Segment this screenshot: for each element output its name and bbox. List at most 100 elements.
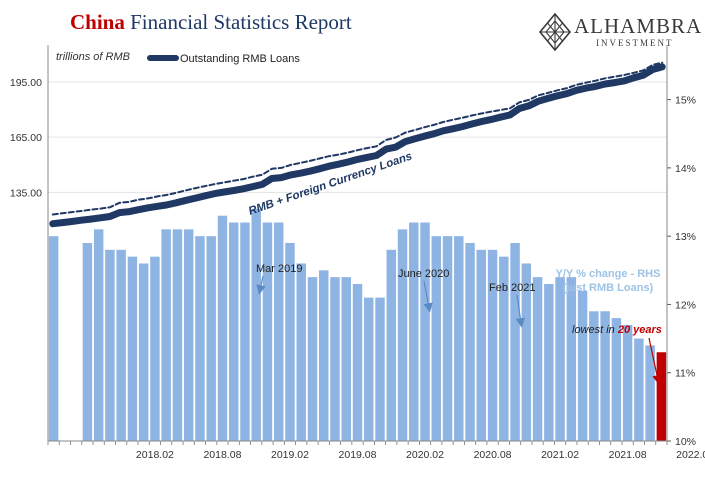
x-tick-label: 2019.08: [339, 449, 377, 461]
bar: [454, 236, 464, 441]
bar: [420, 222, 430, 441]
bar: [330, 277, 340, 441]
bar: [352, 283, 363, 441]
x-tick-label: 2020.08: [474, 449, 512, 461]
diamond-lattice-icon: [538, 12, 572, 52]
bar: [307, 277, 318, 441]
line-label-fx: RMB + Foreign Currency Loans: [247, 150, 414, 217]
bar-series: [48, 208, 667, 441]
x-tick-label: 2021.08: [609, 449, 647, 461]
bar: [251, 208, 261, 441]
right-tick-label: 13%: [675, 231, 696, 243]
left-tick-label: 195.00: [10, 77, 42, 89]
bar: [296, 263, 306, 441]
lowest-prefix: lowest in: [572, 324, 618, 336]
bar: [487, 249, 498, 441]
bar: [397, 229, 408, 441]
bar: [273, 222, 284, 441]
bar: [600, 311, 610, 441]
bar: [105, 249, 115, 441]
bar: [521, 263, 532, 441]
bar: [240, 222, 250, 441]
rmb-loans-line: [49, 63, 666, 228]
bar: [150, 256, 160, 441]
right-tick-label: 15%: [675, 95, 696, 107]
rhs-series-label-1: Y/Y % change - RHS: [556, 268, 661, 280]
gridlines: [48, 81, 667, 193]
bar: [285, 243, 295, 441]
right-tick-label: 12%: [675, 299, 696, 311]
annotation-june-2020: June 2020: [398, 268, 449, 280]
left-tick-label: 135.00: [10, 187, 42, 199]
bar: [634, 338, 644, 441]
bar: [555, 277, 565, 441]
bar: [375, 297, 385, 441]
bar: [48, 236, 59, 441]
x-tick-label: 2022.02: [676, 449, 705, 461]
annotation-lowest: lowest in 20 years: [572, 324, 662, 336]
bar: [510, 243, 520, 441]
fx-loans-line: [51, 61, 664, 216]
bar: [622, 324, 633, 441]
bar: [341, 277, 351, 441]
title-china: China: [70, 10, 125, 34]
bar: [386, 249, 396, 441]
bar: [262, 222, 273, 441]
bar: [465, 243, 475, 441]
bar: [116, 249, 126, 441]
lowest-highlight: 20 years: [617, 324, 662, 336]
bar: [217, 215, 228, 441]
legend-label: Outstanding RMB Loans: [180, 53, 300, 65]
logo-subtitle: INVESTMENT: [596, 38, 674, 48]
bar: [577, 290, 588, 441]
bar: [476, 249, 487, 441]
units-label: trillions of RMB: [56, 51, 130, 63]
bar: [183, 229, 194, 441]
bar: [532, 277, 543, 441]
x-tick-label: 2019.02: [271, 449, 309, 461]
bar: [161, 229, 171, 441]
bar: [93, 229, 104, 441]
bar: [544, 283, 554, 441]
chart-title: China Financial Statistics Report: [70, 10, 352, 35]
axes: 135.00 165.00 195.00 10% 11% 12% 13% 14% 15% 2018…: [10, 45, 705, 461]
arrow-mar-2019: [256, 275, 266, 295]
x-tick-label: 2018.08: [203, 449, 241, 461]
right-tick-label: 11%: [675, 368, 695, 380]
bar: [127, 256, 138, 441]
bar: [431, 236, 442, 441]
arrow-lowest: [648, 337, 662, 385]
right-tick-label: 14%: [675, 163, 696, 175]
arrow-feb-2021: [515, 294, 526, 328]
bar: [195, 236, 205, 441]
line-series: [49, 61, 666, 228]
arrow-june-2020: [423, 280, 433, 313]
bar: [82, 243, 93, 441]
bar: [499, 256, 509, 441]
x-tick-label: 2021.02: [541, 449, 579, 461]
bar: [645, 345, 655, 441]
x-tick-label: 2020.02: [406, 449, 444, 461]
annotation-feb-2021: Feb 2021: [489, 282, 535, 294]
bar: [172, 229, 183, 441]
bar: [319, 270, 329, 441]
bar: [206, 236, 216, 441]
bar: [228, 222, 239, 441]
bar: [442, 236, 453, 441]
bar: [409, 222, 419, 441]
annotation-mar-2019: Mar 2019: [256, 263, 302, 275]
rhs-series-label-2: (just RMB Loans): [563, 282, 654, 294]
bar: [589, 311, 599, 441]
bar: [611, 318, 622, 441]
logo-wordmark: ALHAMBRA: [574, 14, 703, 38]
bar-lowest: [656, 352, 667, 441]
x-tick-label: 2018.02: [136, 449, 174, 461]
right-tick-label: 10%: [675, 436, 696, 448]
left-tick-label: 165.00: [10, 132, 42, 144]
bar: [364, 297, 374, 441]
bar: [566, 277, 577, 441]
bar: [138, 263, 149, 441]
title-rest: Financial Statistics Report: [130, 10, 352, 34]
